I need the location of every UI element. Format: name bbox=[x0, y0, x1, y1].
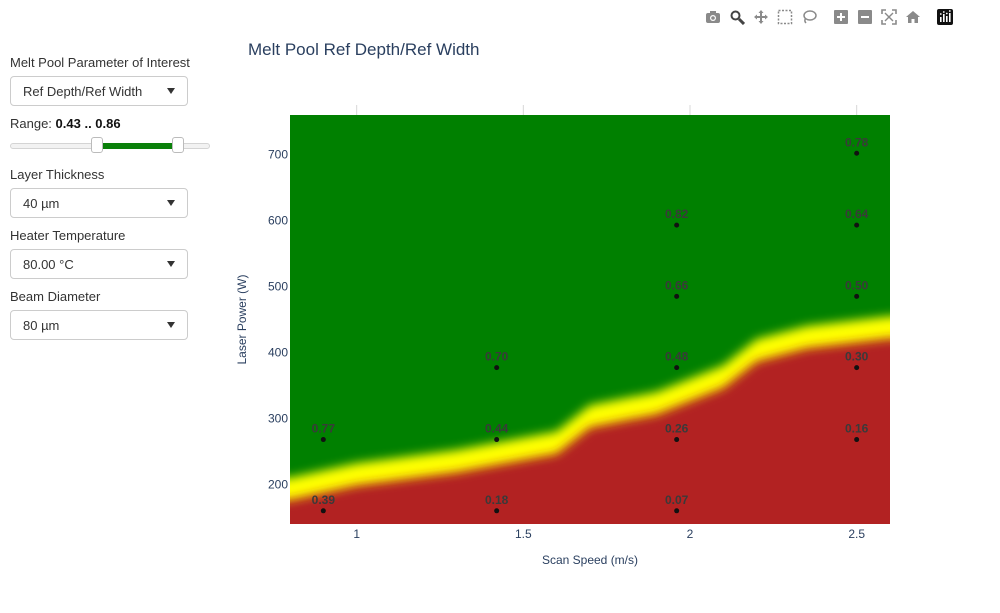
data-point bbox=[494, 365, 500, 371]
data-point bbox=[854, 365, 860, 371]
y-tick-label: 700 bbox=[268, 148, 288, 162]
chevron-down-icon bbox=[167, 88, 175, 94]
data-point bbox=[494, 437, 500, 443]
data-point bbox=[674, 437, 680, 443]
range-value: 0.43 .. 0.86 bbox=[55, 116, 121, 131]
modebar bbox=[704, 8, 960, 26]
data-point bbox=[320, 508, 326, 514]
data-point bbox=[854, 222, 860, 228]
data-label: 0.50 bbox=[845, 278, 869, 292]
heater-dropdown-value: 80.00 °C bbox=[23, 256, 74, 272]
reset-axes-icon[interactable] bbox=[904, 8, 922, 26]
heatmap-red-region bbox=[290, 338, 890, 524]
beam-dropdown[interactable]: 80 µm bbox=[10, 310, 188, 340]
data-point bbox=[494, 508, 500, 514]
param-dropdown-value: Ref Depth/Ref Width bbox=[23, 83, 143, 99]
slider-handle-max[interactable] bbox=[171, 137, 184, 153]
layer-dropdown-value: 40 µm bbox=[23, 195, 60, 211]
data-label: 0.77 bbox=[312, 422, 336, 436]
zoom-in-icon[interactable] bbox=[832, 8, 850, 26]
lasso-select-icon[interactable] bbox=[800, 8, 818, 26]
data-point bbox=[854, 437, 860, 443]
data-label: 0.66 bbox=[665, 278, 689, 292]
zoom-icon[interactable] bbox=[728, 8, 746, 26]
data-point bbox=[674, 365, 680, 371]
x-tick-label: 1.5 bbox=[515, 527, 532, 541]
beam-label: Beam Diameter bbox=[10, 289, 101, 304]
data-label: 0.44 bbox=[485, 422, 509, 436]
layer-dropdown[interactable]: 40 µm bbox=[10, 188, 188, 218]
range-control: Range: 0.43 .. 0.86 bbox=[10, 116, 210, 153]
heater-label: Heater Temperature bbox=[10, 228, 126, 243]
x-tick-label: 1 bbox=[353, 527, 360, 541]
box-select-icon[interactable] bbox=[776, 8, 794, 26]
controls-sidebar: Melt Pool Parameter of Interest Ref Dept… bbox=[10, 55, 210, 350]
data-point bbox=[854, 293, 860, 299]
autoscale-icon[interactable] bbox=[880, 8, 898, 26]
data-point bbox=[320, 437, 326, 443]
data-label: 0.18 bbox=[485, 493, 509, 507]
data-label: 0.82 bbox=[665, 207, 689, 221]
chevron-down-icon bbox=[167, 200, 175, 206]
slider-handle-min[interactable] bbox=[90, 137, 103, 153]
data-label: 0.07 bbox=[665, 493, 689, 507]
data-point bbox=[674, 508, 680, 514]
chart-title: Melt Pool Ref Depth/Ref Width bbox=[248, 40, 480, 59]
range-slider[interactable] bbox=[10, 137, 210, 153]
data-point bbox=[674, 222, 680, 228]
pan-icon[interactable] bbox=[752, 8, 770, 26]
y-tick-label: 600 bbox=[268, 214, 288, 228]
data-label: 0.39 bbox=[312, 493, 336, 507]
x-tick-label: 2.5 bbox=[848, 527, 865, 541]
x-tick-label: 2 bbox=[687, 527, 694, 541]
heatmap-chart[interactable]: 1 1.5 2 2.5 200 300 400 500 600 700 Scan Speed (m/… bbox=[230, 95, 930, 585]
y-axis-title: Laser Power (W) bbox=[235, 274, 249, 364]
data-label: 0.70 bbox=[485, 350, 509, 364]
chevron-down-icon bbox=[167, 322, 175, 328]
y-tick-label: 200 bbox=[268, 477, 288, 491]
layer-label: Layer Thickness bbox=[10, 167, 105, 182]
y-tick-label: 400 bbox=[268, 345, 288, 359]
data-label: 0.78 bbox=[845, 135, 869, 149]
data-label: 0.26 bbox=[665, 422, 689, 436]
data-label: 0.64 bbox=[845, 207, 869, 221]
beam-dropdown-value: 80 µm bbox=[23, 317, 60, 333]
param-label: Melt Pool Parameter of Interest bbox=[10, 55, 190, 70]
heatmap-regions bbox=[290, 316, 890, 524]
range-readout: Range: 0.43 .. 0.86 bbox=[10, 116, 210, 131]
heater-control: Heater Temperature 80.00 °C bbox=[10, 228, 210, 279]
slider-fill bbox=[96, 143, 178, 149]
chevron-down-icon bbox=[167, 261, 175, 267]
range-label: Range: bbox=[10, 116, 52, 131]
heater-dropdown[interactable]: 80.00 °C bbox=[10, 249, 188, 279]
plotly-logo-icon[interactable] bbox=[936, 8, 954, 26]
data-point bbox=[854, 150, 860, 156]
data-label: 0.48 bbox=[665, 350, 689, 364]
beam-control: Beam Diameter 80 µm bbox=[10, 289, 210, 340]
data-label: 0.30 bbox=[845, 350, 869, 364]
data-point bbox=[674, 293, 680, 299]
y-tick-label: 500 bbox=[268, 280, 288, 294]
param-control: Melt Pool Parameter of Interest Ref Dept… bbox=[10, 55, 210, 106]
x-axis-title: Scan Speed (m/s) bbox=[542, 553, 638, 567]
layer-control: Layer Thickness 40 µm bbox=[10, 167, 210, 218]
camera-icon[interactable] bbox=[704, 8, 722, 26]
param-dropdown[interactable]: Ref Depth/Ref Width bbox=[10, 76, 188, 106]
y-tick-label: 300 bbox=[268, 411, 288, 425]
zoom-out-icon[interactable] bbox=[856, 8, 874, 26]
data-label: 0.16 bbox=[845, 422, 869, 436]
